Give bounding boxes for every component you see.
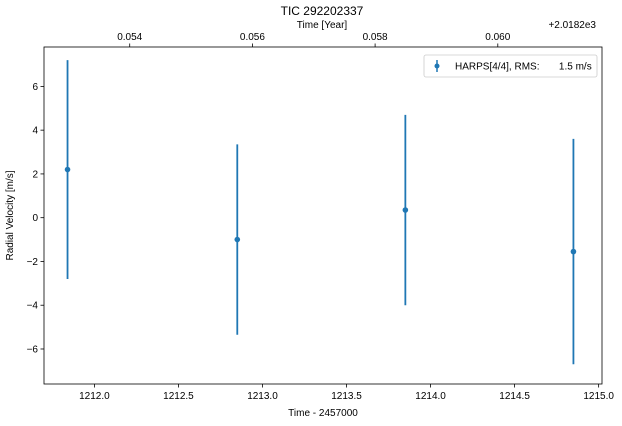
top-x-axis: 0.054 0.056 0.058 0.060 — [117, 32, 511, 47]
top-x-tick-label: 0.054 — [117, 32, 142, 43]
y-tick-label: −6 — [27, 344, 39, 355]
bottom-x-axis: 1212.0 1212.5 1213.0 1213.5 1214.0 1214.5 1215… — [79, 384, 614, 402]
legend-marker-dot — [434, 63, 440, 69]
top-x-axis-offset-label: +2.0182e3 — [548, 20, 596, 31]
x-tick-label: 1212.0 — [79, 391, 110, 402]
y-axis-label: Radial Velocity [m/s] — [5, 170, 16, 260]
y-tick-label: 2 — [32, 169, 38, 180]
plot-area — [43, 46, 603, 385]
top-x-tick-label: 0.056 — [240, 32, 265, 43]
top-x-axis-label: Time [Year] — [297, 20, 348, 31]
data-point — [570, 248, 577, 255]
x-tick-label: 1212.5 — [163, 391, 194, 402]
y-tick-label: −2 — [27, 257, 39, 268]
top-x-tick-label: 0.058 — [363, 32, 388, 43]
top-x-tick-label: 0.060 — [485, 32, 510, 43]
y-axis: −6 −4 −2 0 2 4 6 — [27, 82, 44, 355]
x-tick-label: 1215.0 — [583, 391, 614, 402]
chart-title: TIC 292202337 — [281, 4, 364, 18]
x-tick-label: 1214.5 — [499, 391, 530, 402]
legend-frame — [423, 54, 598, 78]
data-series — [64, 60, 577, 365]
y-tick-label: 0 — [32, 213, 38, 224]
x-axis-label: Time - 2457000 — [288, 408, 358, 419]
data-point — [234, 236, 241, 243]
x-tick-label: 1213.0 — [247, 391, 278, 402]
legend-label: HARPS[4/4], RMS: 1.5 m/s — [455, 62, 592, 73]
data-point — [402, 207, 409, 213]
x-tick-label: 1214.0 — [415, 391, 446, 402]
data-point — [64, 166, 71, 173]
y-tick-label: 6 — [32, 82, 38, 93]
y-tick-label: −4 — [27, 301, 39, 312]
y-tick-label: 4 — [32, 126, 38, 137]
x-tick-label: 1213.5 — [331, 391, 362, 402]
legend: HARPS[4/4], RMS: 1.5 m/s — [423, 54, 598, 78]
